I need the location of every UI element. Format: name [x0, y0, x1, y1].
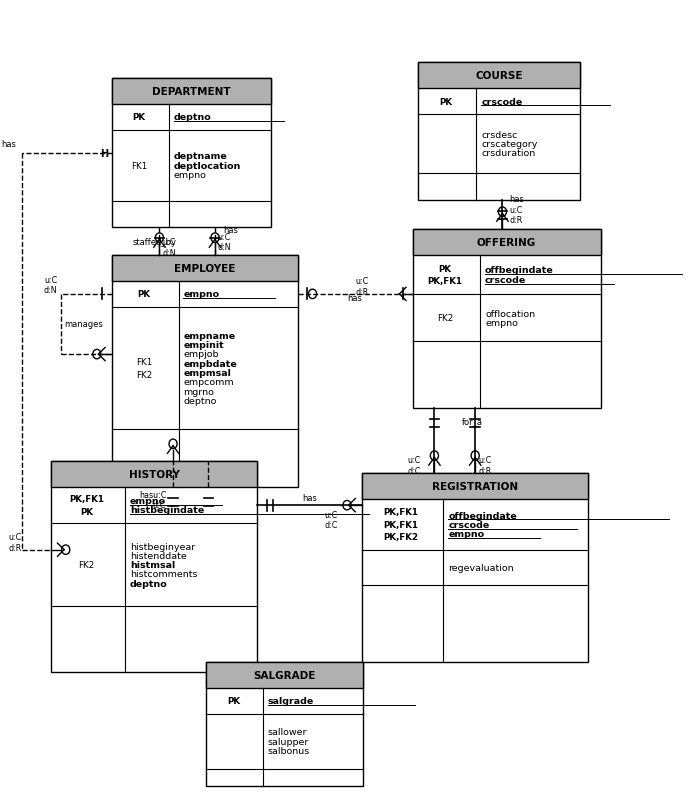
Text: REGISTRATION: REGISTRATION	[432, 481, 518, 492]
Text: PK: PK	[137, 290, 150, 299]
Text: u:C
d:R: u:C d:R	[479, 456, 492, 475]
Text: offbegindate: offbegindate	[448, 511, 517, 520]
Text: PK,FK1
PK: PK,FK1 PK	[69, 495, 104, 516]
Text: empno: empno	[130, 496, 166, 505]
Text: crscode: crscode	[481, 98, 522, 107]
Text: hasu:C: hasu:C	[139, 491, 166, 500]
Text: deptno: deptno	[174, 113, 211, 122]
Bar	[418, 63, 580, 200]
Text: empno: empno	[174, 171, 206, 180]
Text: PK
PK,FK1: PK PK,FK1	[428, 265, 462, 286]
Text: offlocation: offlocation	[485, 310, 535, 318]
Bar	[51, 461, 257, 488]
Text: has: has	[302, 493, 317, 502]
Bar	[362, 473, 589, 499]
Text: salbonus: salbonus	[268, 746, 310, 755]
Text: PK,FK1
PK,FK1
PK,FK2: PK,FK1 PK,FK1 PK,FK2	[384, 508, 419, 542]
Text: PK: PK	[227, 696, 240, 705]
Bar	[112, 256, 297, 488]
Bar	[112, 79, 270, 228]
Text: u:C
d:C: u:C d:C	[407, 456, 421, 475]
Text: FK1
FK2: FK1 FK2	[136, 358, 152, 379]
Text: staffed_by: staffed_by	[132, 237, 177, 246]
Text: salgrade: salgrade	[268, 696, 314, 705]
Text: histbeginyear: histbeginyear	[130, 542, 195, 551]
Text: empinit: empinit	[184, 341, 224, 350]
Text: offbegindate: offbegindate	[485, 266, 554, 275]
Text: u:C
d:C: u:C d:C	[325, 510, 338, 529]
Text: empno: empno	[184, 290, 219, 299]
Text: EMPLOYEE: EMPLOYEE	[174, 264, 235, 273]
Text: FK1: FK1	[131, 161, 147, 171]
Text: histenddate: histenddate	[130, 551, 186, 560]
Text: empjob: empjob	[184, 350, 219, 359]
Text: FK2: FK2	[437, 314, 453, 323]
Text: deptno: deptno	[130, 579, 168, 588]
Text: OFFERING: OFFERING	[477, 237, 536, 248]
Bar	[112, 79, 270, 105]
Text: mgrno: mgrno	[184, 387, 215, 396]
Bar	[362, 473, 589, 662]
Text: u:C
d:R: u:C d:R	[8, 533, 21, 552]
Text: HISTORY: HISTORY	[128, 469, 179, 480]
Text: histmsal: histmsal	[130, 561, 175, 569]
Text: u:C
d:R: u:C d:R	[355, 277, 368, 296]
Bar	[206, 662, 363, 688]
Text: sallower: sallower	[268, 727, 307, 736]
Text: crsduration: crsduration	[481, 149, 535, 158]
Text: deptno: deptno	[184, 396, 217, 405]
Text: empname: empname	[184, 331, 235, 340]
Text: FK2: FK2	[79, 561, 95, 569]
Text: empmsal: empmsal	[184, 369, 231, 378]
Text: u:C
d:N: u:C d:N	[218, 233, 231, 252]
Bar	[418, 63, 580, 89]
Text: d:C: d:C	[153, 500, 166, 509]
Text: deptlocation: deptlocation	[174, 161, 241, 171]
Bar	[112, 256, 297, 282]
Text: crscode: crscode	[485, 275, 526, 285]
Text: for_a: for_a	[462, 417, 482, 426]
Text: H: H	[100, 148, 108, 159]
Bar	[413, 229, 600, 409]
Text: COURSE: COURSE	[475, 71, 523, 81]
Text: DEPARTMENT: DEPARTMENT	[152, 87, 230, 97]
Text: SALGRADE: SALGRADE	[254, 670, 316, 680]
Text: u:C
d:N: u:C d:N	[44, 275, 58, 295]
Bar	[206, 662, 363, 786]
Text: crscategory: crscategory	[481, 140, 538, 149]
Text: has: has	[1, 140, 16, 148]
Text: regevaluation: regevaluation	[448, 564, 514, 573]
Text: u:C
d:R: u:C d:R	[509, 205, 522, 225]
Text: crsdesc: crsdesc	[481, 131, 518, 140]
Text: manages: manages	[64, 320, 103, 329]
Text: empbdate: empbdate	[184, 359, 237, 368]
Text: has: has	[348, 294, 362, 302]
Text: has: has	[223, 225, 238, 234]
Text: deptname: deptname	[174, 152, 228, 161]
Text: crscode: crscode	[448, 520, 489, 529]
Text: salupper: salupper	[268, 737, 309, 746]
Text: histcomments: histcomments	[130, 569, 197, 578]
Bar	[413, 229, 600, 256]
Text: empno: empno	[448, 529, 484, 539]
Text: PK: PK	[440, 98, 453, 107]
Text: empcomm: empcomm	[184, 378, 234, 387]
Text: PK: PK	[132, 113, 146, 122]
Text: empno: empno	[485, 318, 518, 327]
Text: has: has	[509, 195, 524, 204]
Bar	[51, 461, 257, 672]
Text: histbegindate: histbegindate	[130, 506, 204, 515]
Text: u:C
d:N: u:C d:N	[163, 238, 177, 257]
